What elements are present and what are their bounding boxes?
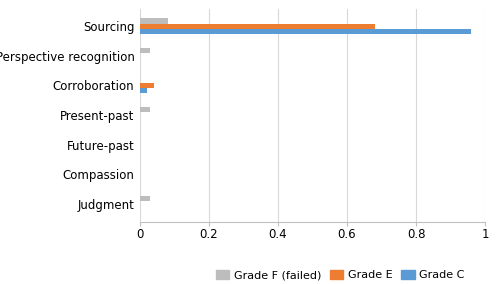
Bar xyxy=(140,196,150,201)
Bar xyxy=(140,24,374,29)
Bar xyxy=(140,88,147,93)
Bar xyxy=(140,18,168,24)
Legend: Grade F (failed), Grade E, Grade C: Grade F (failed), Grade E, Grade C xyxy=(212,266,469,284)
Bar xyxy=(140,83,154,88)
Bar xyxy=(140,107,150,112)
Bar xyxy=(140,48,150,53)
Bar xyxy=(140,29,471,34)
